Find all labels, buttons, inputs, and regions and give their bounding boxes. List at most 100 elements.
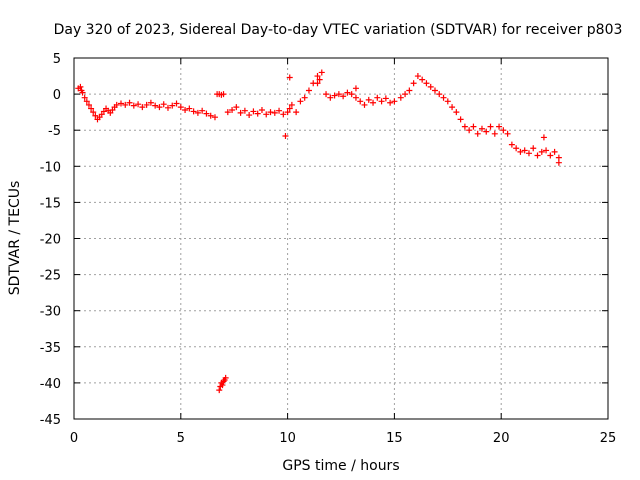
data-point bbox=[122, 101, 129, 108]
data-point bbox=[88, 105, 95, 112]
data-point bbox=[397, 94, 404, 101]
data-point bbox=[77, 83, 84, 90]
data-point bbox=[85, 101, 92, 108]
x-tick-label: 15 bbox=[386, 431, 403, 446]
data-point bbox=[152, 102, 159, 109]
data-point bbox=[219, 382, 226, 389]
data-point bbox=[555, 159, 562, 166]
data-point bbox=[543, 147, 550, 154]
data-point bbox=[352, 85, 359, 92]
data-point bbox=[229, 106, 236, 113]
data-point bbox=[365, 96, 372, 103]
data-point bbox=[263, 111, 270, 118]
y-tick-label: 0 bbox=[53, 88, 61, 103]
data-point bbox=[222, 374, 229, 381]
data-point bbox=[440, 94, 447, 101]
data-points bbox=[75, 69, 562, 394]
data-point bbox=[190, 108, 197, 115]
data-point bbox=[237, 109, 244, 116]
data-point bbox=[81, 94, 88, 101]
data-point bbox=[402, 91, 409, 98]
x-tick-label: 10 bbox=[279, 431, 296, 446]
data-point bbox=[246, 112, 253, 119]
data-point bbox=[284, 109, 291, 116]
data-point bbox=[431, 87, 438, 94]
data-point bbox=[90, 109, 97, 116]
data-point bbox=[83, 98, 90, 105]
data-point bbox=[143, 101, 150, 108]
data-point bbox=[267, 109, 274, 116]
data-point bbox=[453, 109, 460, 116]
data-point bbox=[461, 123, 468, 130]
data-point bbox=[286, 105, 293, 112]
data-point bbox=[491, 130, 498, 137]
y-tick-label: -30 bbox=[40, 305, 61, 320]
y-tick-label: -25 bbox=[40, 269, 61, 284]
data-point bbox=[378, 98, 385, 105]
data-point bbox=[316, 76, 323, 83]
data-point bbox=[335, 91, 342, 98]
data-point bbox=[487, 123, 494, 130]
data-point bbox=[186, 105, 193, 112]
data-point bbox=[513, 145, 520, 152]
data-point bbox=[79, 89, 86, 96]
data-point bbox=[297, 98, 304, 105]
x-tick-label: 5 bbox=[177, 431, 185, 446]
data-point bbox=[258, 106, 265, 113]
axis-ticks: 0 5 10 15 20 25 5 0 -5 -10 -15 -20 -25 -30 -35 -40 -45 bbox=[40, 52, 617, 446]
data-point bbox=[370, 99, 377, 106]
data-point bbox=[504, 130, 511, 137]
data-point bbox=[551, 148, 558, 155]
y-tick-label: -10 bbox=[40, 160, 61, 175]
y-tick-label: -15 bbox=[40, 196, 61, 211]
y-axis-label: SDTVAR / TECUs bbox=[7, 181, 23, 296]
data-point bbox=[530, 145, 537, 152]
data-point bbox=[130, 102, 137, 109]
data-point bbox=[387, 99, 394, 106]
data-point bbox=[199, 107, 206, 114]
data-point bbox=[361, 101, 368, 108]
data-point bbox=[357, 98, 364, 105]
data-point bbox=[241, 107, 248, 114]
data-point bbox=[508, 141, 515, 148]
data-point bbox=[293, 109, 300, 116]
data-point bbox=[547, 152, 554, 159]
y-tick-label: -5 bbox=[48, 124, 61, 139]
x-tick-label: 25 bbox=[600, 431, 617, 446]
data-point bbox=[286, 74, 293, 81]
data-point bbox=[211, 114, 218, 121]
data-point bbox=[282, 132, 289, 139]
y-tick-label: -40 bbox=[40, 377, 61, 392]
data-point bbox=[540, 134, 547, 141]
data-point bbox=[327, 94, 334, 101]
data-point bbox=[348, 91, 355, 98]
data-point bbox=[555, 154, 562, 161]
data-point bbox=[126, 99, 133, 106]
data-point bbox=[194, 109, 201, 116]
data-point bbox=[474, 130, 481, 137]
data-point bbox=[423, 80, 430, 87]
data-point bbox=[220, 91, 227, 98]
data-point bbox=[169, 102, 176, 109]
x-tick-label: 0 bbox=[70, 431, 78, 446]
y-tick-label: -20 bbox=[40, 233, 61, 248]
data-point bbox=[276, 107, 283, 114]
data-point bbox=[135, 101, 142, 108]
data-point bbox=[525, 150, 532, 157]
data-point bbox=[318, 69, 325, 76]
data-point bbox=[478, 125, 485, 132]
data-point bbox=[344, 89, 351, 96]
data-point bbox=[173, 100, 180, 107]
data-point bbox=[500, 127, 507, 134]
chart-title: Day 320 of 2023, Sidereal Day-to-day VTE… bbox=[54, 22, 623, 38]
data-point bbox=[517, 148, 524, 155]
data-point bbox=[305, 87, 312, 94]
data-point bbox=[233, 104, 240, 111]
data-point bbox=[406, 87, 413, 94]
data-point bbox=[470, 123, 477, 130]
data-point bbox=[164, 104, 171, 111]
y-tick-label: -45 bbox=[40, 413, 61, 428]
data-point bbox=[457, 116, 464, 123]
data-point bbox=[182, 106, 189, 113]
